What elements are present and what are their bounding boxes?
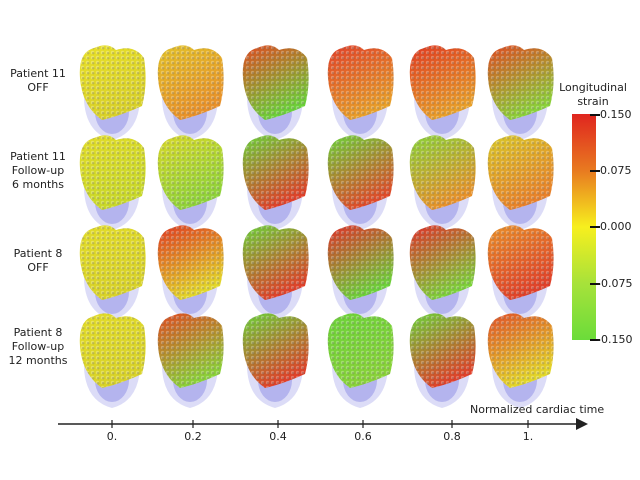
colorbar-label: -0.150 [597, 333, 633, 346]
heart-panel [157, 313, 224, 408]
heart-panel [327, 225, 394, 320]
heart-panel [79, 45, 146, 140]
strain-surface-dots [79, 45, 146, 120]
time-tick-label: 0.6 [354, 430, 372, 443]
strain-surface-dots [157, 135, 224, 210]
heart-panel [327, 313, 394, 408]
strain-surface-dots [487, 45, 554, 120]
heart-panel [242, 313, 309, 408]
heart-panel [79, 225, 146, 320]
strain-surface-dots [327, 225, 394, 300]
strain-surface-dots [409, 135, 476, 210]
colorbar-tick [590, 226, 600, 228]
row-label-4: Patient 8 Follow-up 12 months [8, 326, 68, 367]
heart-panel [487, 135, 554, 230]
strain-surface-dots [242, 313, 309, 388]
strain-surface-dots [409, 45, 476, 120]
strain-surface-dots [157, 225, 224, 300]
heart-panel [79, 135, 146, 230]
heart-panel [409, 313, 476, 408]
colorbar-tick [590, 114, 600, 116]
heart-panel [487, 225, 554, 320]
row-label-1: Patient 11 OFF [10, 67, 66, 94]
time-tick-label: 1. [522, 430, 534, 443]
strain-surface-dots [487, 135, 554, 210]
strain-surface-dots [327, 313, 394, 388]
colorbar-label: 0.150 [600, 108, 632, 121]
strain-surface-dots [327, 135, 394, 210]
strain-surface-dots [242, 45, 309, 120]
colorbar-tick [590, 170, 600, 172]
heart-panel [242, 225, 309, 320]
time-axis-arrow [576, 418, 588, 430]
colorbar-label: 0.075 [600, 164, 632, 177]
strain-surface-dots [242, 135, 309, 210]
strain-surface-dots [157, 313, 224, 388]
time-tick-label: 0.4 [269, 430, 287, 443]
time-axis-label: Normalized cardiac time [470, 403, 605, 416]
heart-panel [157, 45, 224, 140]
heart-panel [242, 135, 309, 230]
heart-panel [157, 135, 224, 230]
colorbar-title: Longitudinal strain [559, 81, 627, 108]
colorbar-label: 0.000 [600, 220, 632, 233]
colorbar-tick [590, 283, 600, 285]
strain-surface-dots [157, 45, 224, 120]
strain-surface-dots [242, 225, 309, 300]
row-label-2: Patient 11 Follow-up 6 months [10, 150, 66, 191]
heart-panel [487, 313, 554, 408]
heart-panel [409, 225, 476, 320]
strain-surface-dots [79, 225, 146, 300]
heart-panel [409, 45, 476, 140]
strain-surface-dots [79, 135, 146, 210]
strain-surface-dots [487, 225, 554, 300]
strain-surface-dots [409, 313, 476, 388]
heart-panel [327, 135, 394, 230]
heart-panel [157, 225, 224, 320]
time-tick-label: 0.8 [443, 430, 461, 443]
strain-surface-dots [327, 45, 394, 120]
heart-panel [487, 45, 554, 140]
strain-surface-dots [79, 313, 146, 388]
time-tick-label: 0. [106, 430, 118, 443]
colorbar-label: -0.075 [597, 277, 633, 290]
strain-surface-dots [487, 313, 554, 388]
strain-surface-dots [409, 225, 476, 300]
colorbar-tick [590, 339, 600, 341]
heart-panel [79, 313, 146, 408]
heart-panel [327, 45, 394, 140]
row-label-3: Patient 8 OFF [13, 247, 63, 274]
time-tick-label: 0.2 [184, 430, 202, 443]
heart-panel [242, 45, 309, 140]
heart-panel [409, 135, 476, 230]
